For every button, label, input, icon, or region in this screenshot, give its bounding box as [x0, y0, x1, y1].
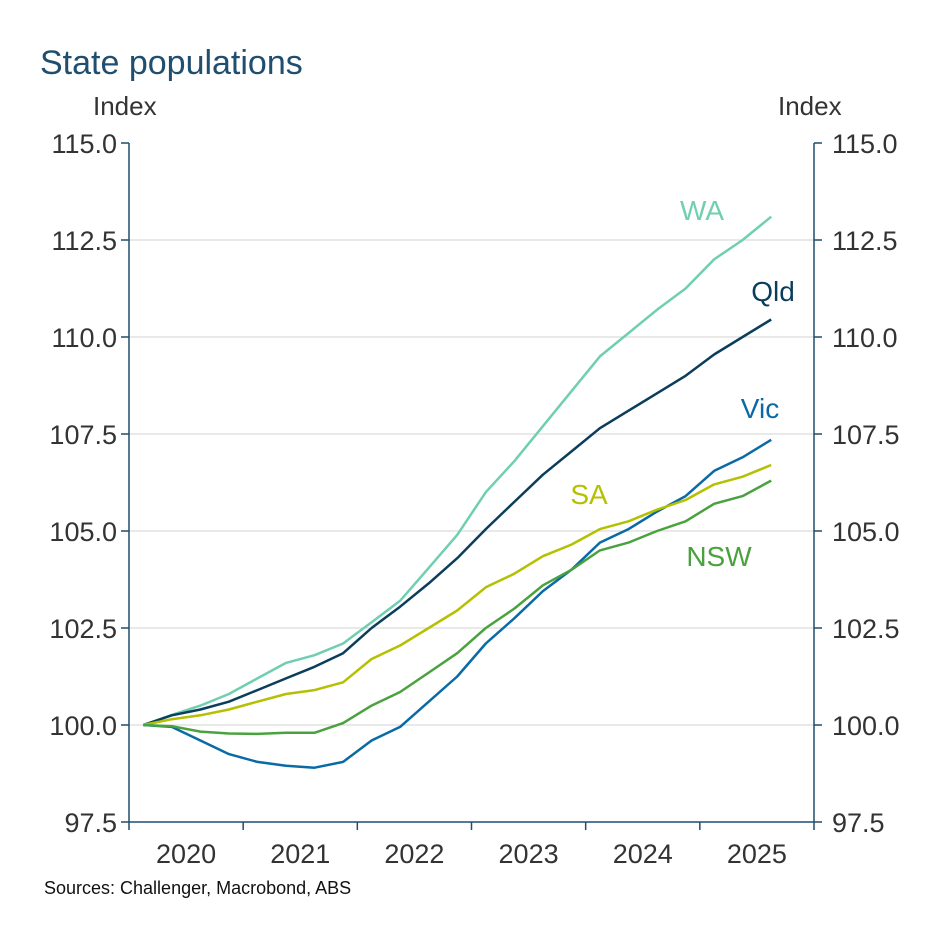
series-label-sa: SA: [570, 479, 608, 510]
y-tick-label-left: 115.0: [51, 129, 117, 159]
series-line-qld: [142, 318, 772, 727]
y-tick-label-left: 100.0: [49, 711, 117, 741]
y-tick-label-right: 100.0: [832, 711, 900, 741]
y-tick-label-right: 102.5: [832, 614, 900, 644]
y-tick-label-left: 102.5: [49, 614, 117, 644]
series-label-wa: WA: [680, 195, 724, 226]
y-tick-label-left: 97.5: [64, 808, 117, 838]
series-label-qld: Qld: [751, 276, 795, 307]
y-tick-label-right: 110.0: [832, 323, 898, 353]
y-tick-label-right: 112.5: [832, 226, 898, 256]
series-label-vic: Vic: [741, 393, 779, 424]
y-tick-label-right: 115.0: [832, 129, 898, 159]
series-label-nsw: NSW: [686, 541, 752, 572]
chart-title: State populations: [40, 44, 303, 82]
x-tick-label: 2024: [613, 839, 673, 869]
y-tick-label-right: 107.5: [832, 420, 900, 450]
y-axis-label-left: Index: [93, 91, 157, 121]
series-line-sa: [143, 463, 772, 727]
y-tick-label-left: 105.0: [49, 517, 117, 547]
y-tick-label-right: 105.0: [832, 517, 900, 547]
y-tick-label-left: 112.5: [51, 226, 117, 256]
series-line-vic: [143, 438, 772, 769]
x-tick-label: 2020: [156, 839, 216, 869]
x-tick-label: 2023: [499, 839, 559, 869]
y-tick-label-left: 110.0: [51, 323, 117, 353]
x-tick-label: 2025: [727, 839, 787, 869]
y-tick-label-right: 97.5: [832, 808, 885, 838]
x-tick-label: 2022: [384, 839, 444, 869]
series-line-nsw: [143, 479, 772, 736]
y-tick-label-left: 107.5: [49, 420, 117, 450]
series-line-wa: [142, 215, 772, 727]
source-note: Sources: Challenger, Macrobond, ABS: [44, 878, 351, 898]
y-axis-label-right: Index: [778, 91, 842, 121]
x-tick-label: 2021: [270, 839, 330, 869]
